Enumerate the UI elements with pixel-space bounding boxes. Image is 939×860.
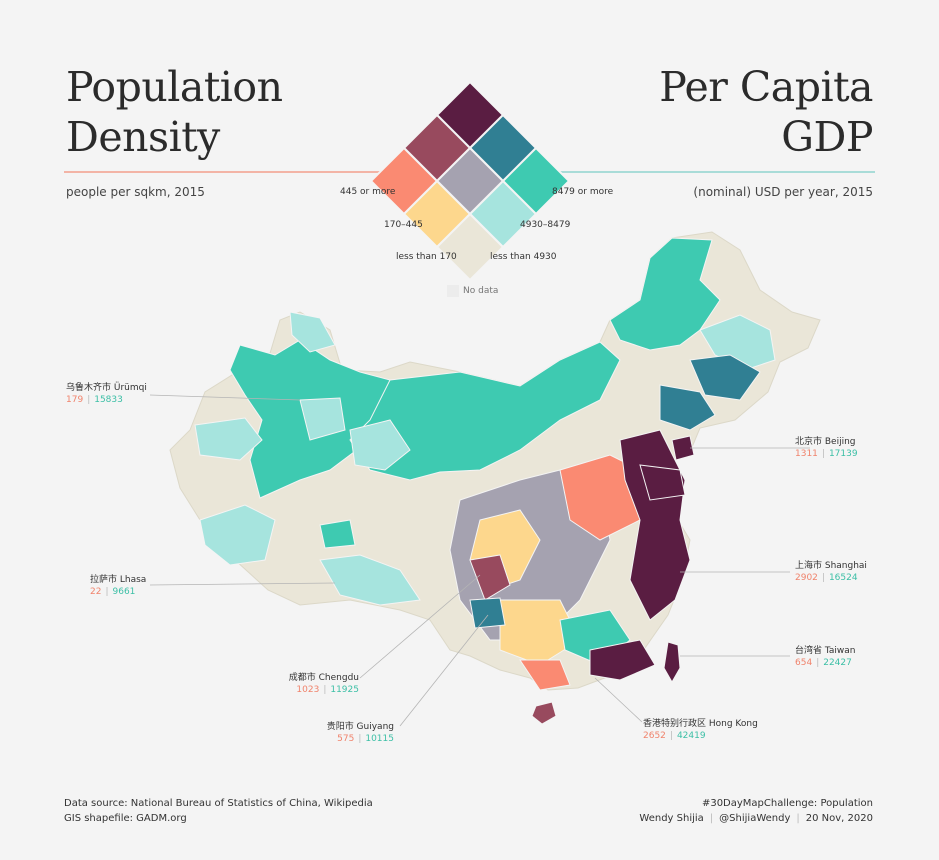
region-hainan xyxy=(531,701,557,725)
density-title-rule xyxy=(64,171,394,173)
region-xinjiang-central xyxy=(299,397,346,441)
callout-chengdu-density: 1023 xyxy=(296,685,320,695)
callout-taiwan: 台湾省 Taiwan 654 | 22427 xyxy=(795,643,855,668)
callout-guiyang-density: 575 xyxy=(337,734,355,744)
callout-hongkong: 香港特别行政区 Hong Kong 2652 | 42419 xyxy=(643,716,758,741)
callout-lhasa-name: 拉萨市 Lhasa xyxy=(90,575,147,585)
legend-density-low: less than 170 xyxy=(396,252,457,262)
legend-density-mid: 170–445 xyxy=(384,220,423,230)
callout-urumqi-density: 179 xyxy=(66,395,84,405)
callout-guiyang-name: 贵阳市 Guiyang xyxy=(326,722,394,732)
bivariate-legend xyxy=(369,80,571,282)
legend-density-high: 445 or more xyxy=(340,187,396,197)
footer-sources: Data source: National Bureau of Statisti… xyxy=(64,796,373,826)
region-northeast xyxy=(609,237,721,351)
region-liaoning xyxy=(659,384,716,431)
callout-beijing: 北京市 Beijing 1311 | 17139 xyxy=(795,434,858,459)
population-density-title: Population Density xyxy=(66,63,283,161)
callout-guiyang: 贵阳市 Guiyang 575 | 10115 xyxy=(327,719,394,744)
callout-hongkong-gdp: 42419 xyxy=(676,731,706,741)
density-subtitle: people per sqkm, 2015 xyxy=(66,185,205,199)
legend-cell-low-density-low-gdp xyxy=(435,212,505,282)
region-gansu-light xyxy=(349,419,411,471)
leader-line-chengdu xyxy=(359,574,481,679)
region-tibet-west xyxy=(199,504,276,566)
region-guangxi-salmon xyxy=(519,659,571,691)
region-jilin xyxy=(689,354,761,401)
region-taiwan xyxy=(663,641,681,684)
leader-line-lhasa xyxy=(149,582,336,586)
region-guangdong-dark xyxy=(589,639,656,681)
callout-shanghai: 上海市 Shanghai 2902 | 16524 xyxy=(795,558,867,583)
callout-shanghai-name: 上海市 Shanghai xyxy=(795,561,867,571)
callout-leader-lines xyxy=(149,394,810,727)
region-beijing xyxy=(671,435,695,461)
legend-gdp-low: less than 4930 xyxy=(490,252,557,262)
leader-line-guiyang xyxy=(399,614,489,727)
region-shandong-dark xyxy=(639,464,686,501)
callout-guiyang-gdp: 10115 xyxy=(365,734,394,744)
publish-date: 20 Nov, 2020 xyxy=(805,813,873,824)
region-tibet-lhasa xyxy=(319,554,421,606)
callout-taiwan-density: 654 xyxy=(795,658,813,668)
callout-chengdu-name: 成都市 Chengdu xyxy=(288,673,359,683)
callout-hongkong-density: 2652 xyxy=(643,731,666,741)
callout-chengdu-gdp: 11925 xyxy=(330,685,359,695)
callout-lhasa-gdp: 9661 xyxy=(112,587,136,597)
leader-line-hongkong xyxy=(594,677,643,723)
leader-line-urumqi xyxy=(149,394,301,401)
gdp-subtitle: (nominal) USD per year, 2015 xyxy=(693,185,873,199)
legend-gdp-mid: 4930–8479 xyxy=(520,220,571,230)
region-xinjiang-west xyxy=(194,417,263,461)
callout-chengdu: 成都市 Chengdu 1023 | 11925 xyxy=(289,670,359,695)
region-qinghai xyxy=(319,519,356,549)
legend-no-data-swatch xyxy=(447,285,459,297)
callout-urumqi: 乌鲁木齐市 Ürümqi 179 | 15833 xyxy=(66,380,147,405)
callout-beijing-gdp: 17139 xyxy=(828,449,858,459)
data-source-text: Data source: National Bureau of Statisti… xyxy=(64,798,373,809)
region-south-yellow xyxy=(499,599,581,666)
callout-taiwan-name: 台湾省 Taiwan xyxy=(795,646,856,656)
callout-shanghai-density: 2902 xyxy=(795,573,818,583)
region-xinjiang-peak xyxy=(289,311,336,353)
region-sichuan-mix xyxy=(469,554,511,601)
footer-credits: #30DayMapChallenge: Population Wendy Shi… xyxy=(639,798,873,824)
challenge-text: #30DayMapChallenge: Population xyxy=(701,798,873,809)
callout-beijing-density: 1311 xyxy=(795,449,818,459)
map-regions xyxy=(169,231,821,725)
gdp-title-rule xyxy=(545,171,875,173)
callout-lhasa: 拉萨市 Lhasa 22 | 9661 xyxy=(90,572,146,597)
per-capita-gdp-title: Per Capita GDP xyxy=(659,63,873,161)
author-name: Wendy Shijia xyxy=(639,813,704,824)
callout-taiwan-gdp: 22427 xyxy=(823,658,852,668)
legend-gdp-high: 8479 or more xyxy=(552,187,614,197)
callout-urumqi-gdp: 15833 xyxy=(94,395,123,405)
callout-hongkong-name: 香港特别行政区 Hong Kong xyxy=(643,719,758,729)
callout-urumqi-name: 乌鲁木齐市 Ürümqi xyxy=(66,383,147,393)
callout-beijing-name: 北京市 Beijing xyxy=(795,437,856,447)
callout-shanghai-gdp: 16524 xyxy=(828,573,858,583)
gis-source-text: GIS shapefile: GADM.org xyxy=(64,813,187,824)
callout-lhasa-density: 22 xyxy=(90,587,102,597)
author-handle: @ShijiaWendy xyxy=(719,813,791,824)
region-guizhou-teal xyxy=(469,597,506,629)
legend-no-data-label: No data xyxy=(463,286,499,296)
